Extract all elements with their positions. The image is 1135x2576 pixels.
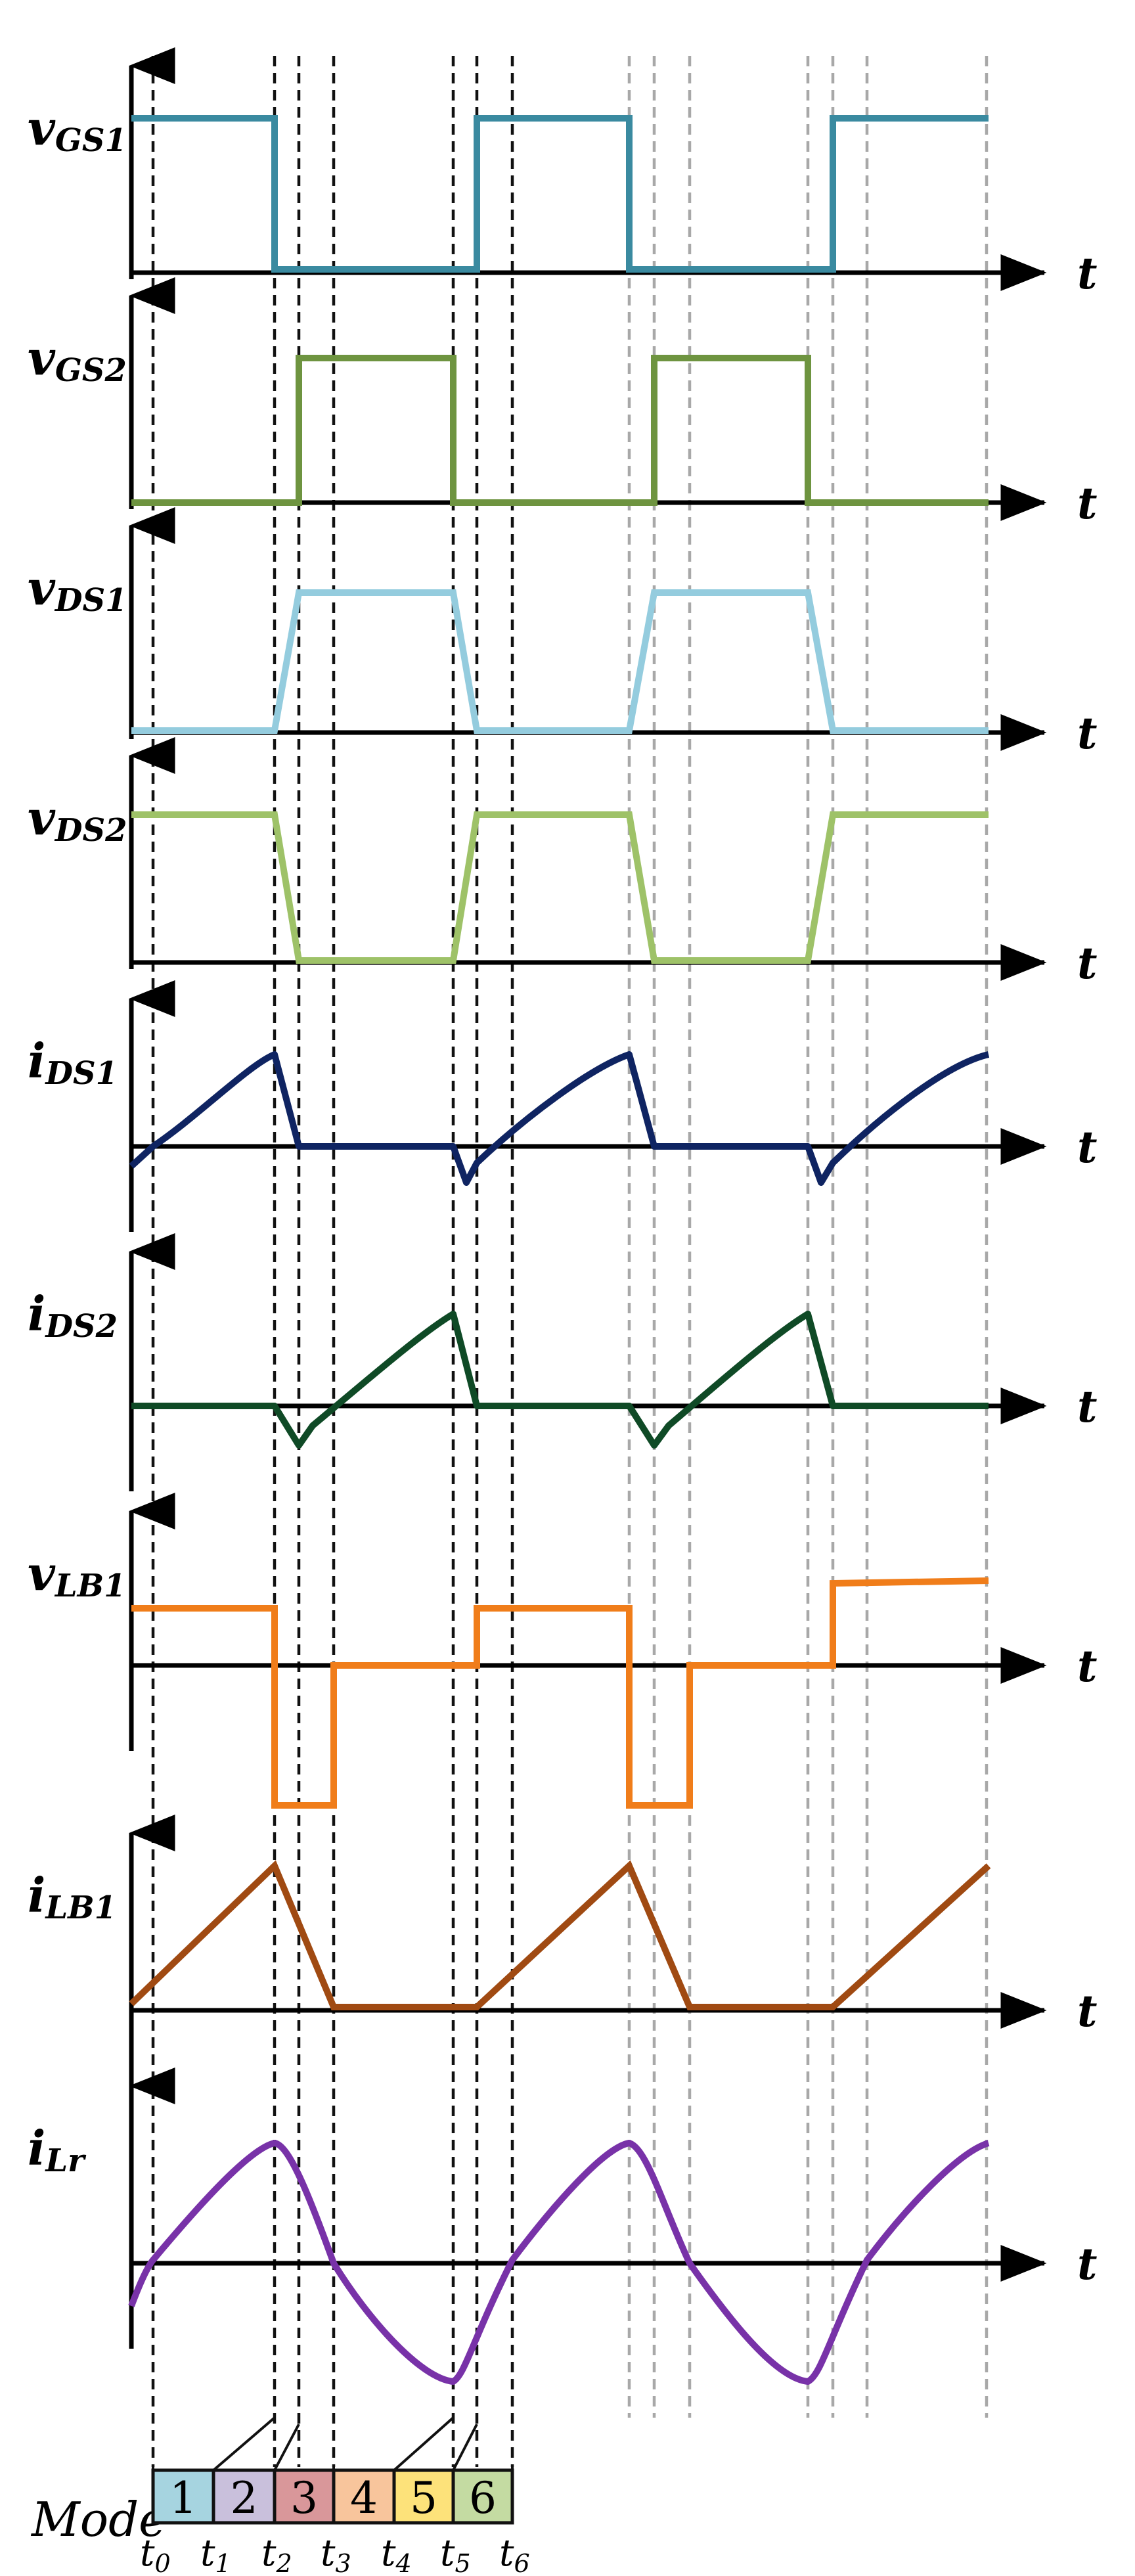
time-marker-label: t2 — [261, 2532, 292, 2576]
signal-label-vgs1: vGS1 — [28, 100, 127, 159]
time-axis-label: t — [1077, 1985, 1098, 2037]
mode-box-4 — [332, 2468, 396, 2525]
signal-label-vds1: vDS1 — [28, 560, 127, 619]
signal-panel-vgs1: t vGS1 — [28, 47, 1098, 299]
mode-number: 5 — [410, 2473, 437, 2523]
signal-label-vgs2: vGS2 — [28, 330, 127, 389]
time-axis-label: t — [1077, 248, 1098, 299]
signal-label-vlb1: vLB1 — [28, 1545, 126, 1604]
time-marker-label: t0 — [140, 2532, 171, 2576]
mode-number: 2 — [231, 2473, 258, 2523]
signal-panel-vlb1: t vLB1 — [28, 1493, 1098, 1809]
mode-box-6 — [451, 2468, 514, 2525]
mode-number: 1 — [169, 2473, 197, 2523]
signal-panel-vds1: t vDS1 — [28, 507, 1098, 759]
mode-box-3 — [273, 2468, 336, 2525]
time-marker-label: t1 — [200, 2532, 231, 2576]
mode-leader-line — [393, 2416, 455, 2472]
mode-leader-line — [212, 2416, 276, 2472]
time-axis-label: t — [1077, 1640, 1098, 1692]
time-marker-lines — [151, 56, 989, 2467]
signal-label-ids2: iDS2 — [28, 1286, 118, 1345]
signal-label-vds2: vDS2 — [28, 790, 127, 849]
waveform-vgs1 — [131, 115, 989, 273]
signal-label-ilb1: iLB1 — [28, 1867, 116, 1926]
waveform-vds2 — [131, 811, 989, 964]
waveform-vds1 — [131, 589, 989, 734]
signal-label-ids1: iDS1 — [28, 1033, 118, 1092]
waveform-vgs2 — [131, 355, 989, 506]
time-marker-label: t6 — [499, 2532, 530, 2576]
mode-number: 6 — [469, 2473, 497, 2523]
time-marker-label: t4 — [381, 2532, 412, 2576]
time-axis-label: t — [1077, 708, 1098, 759]
waveform-vlb1 — [131, 1577, 989, 1809]
signal-label-ilr: iLr — [28, 2120, 87, 2179]
mode-leader-line — [452, 2424, 478, 2471]
mode-number: 4 — [350, 2473, 378, 2523]
signal-panel-ids2: t iDS2 — [28, 1233, 1098, 1491]
time-axis-label: t — [1077, 1121, 1098, 1173]
waveform-ilb1 — [129, 1860, 991, 2010]
waveform-ilr — [128, 2140, 990, 2385]
signal-panel-ilr: t iLr — [28, 2068, 1098, 2385]
signal-panel-ids1: t iDS1 — [28, 980, 1098, 1232]
mode-box-1 — [151, 2468, 215, 2525]
waveform-ids2 — [131, 1311, 989, 1449]
waveform-ids1 — [129, 1051, 990, 1186]
time-marker-label: t5 — [440, 2532, 471, 2576]
mode-leader-line — [273, 2424, 300, 2471]
mode-number: 3 — [290, 2473, 318, 2523]
signal-panels: t vGS1 t vGS2 t vDS1 t vDS2 t iDS1 t iDS2 t vLB1 t iLB1… — [28, 47, 1098, 2385]
signal-panel-ilb1: t iLB1 — [28, 1815, 1098, 2096]
mode-label: Mode — [30, 2492, 167, 2547]
signal-panel-vgs2: t vGS2 — [28, 277, 1098, 529]
time-marker-label: t3 — [321, 2532, 351, 2576]
time-axis-label: t — [1077, 938, 1098, 989]
time-axis-label: t — [1077, 478, 1098, 529]
time-axis-label: t — [1077, 1381, 1098, 1432]
time-axis-label: t — [1077, 2238, 1098, 2290]
signal-panel-vds2: t vDS2 — [28, 737, 1098, 989]
time-marker-labels: t0 t1 t2 t3 t4 t5 t6 — [140, 2532, 530, 2576]
